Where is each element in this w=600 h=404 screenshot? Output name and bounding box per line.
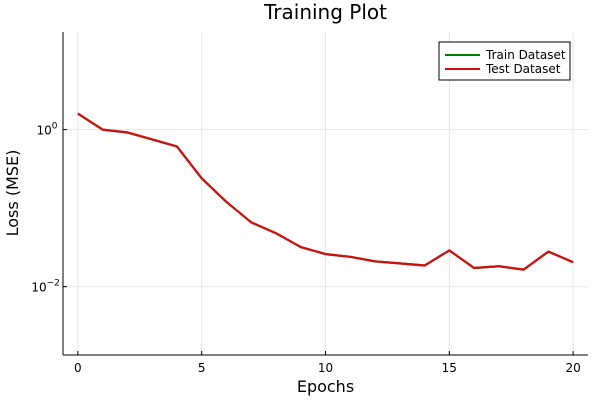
x-tick-label-0: 0: [74, 361, 82, 375]
y-tick-label-0: 10 0: [37, 122, 58, 138]
y-tick-exp-0: 0: [52, 122, 58, 132]
series-line-test-dataset: [77, 112, 574, 271]
legend-label-train: Train Dataset: [485, 48, 566, 62]
x-tick-label-4: 20: [566, 361, 581, 375]
x-tick-label-2: 10: [318, 361, 333, 375]
x-axis-label: Epochs: [297, 377, 354, 396]
legend-box: [438, 41, 571, 81]
y-tick-label-1: 10 −2: [31, 279, 60, 295]
legend: Train Dataset Test Dataset: [438, 41, 571, 81]
y-axis-label: Loss (MSE): [3, 150, 22, 237]
x-tick-label-1: 5: [198, 361, 206, 375]
axes: [62, 32, 588, 356]
grid-lines: [63, 32, 588, 355]
y-tick-base-0: 10: [37, 124, 52, 138]
legend-label-test: Test Dataset: [485, 62, 561, 76]
x-tick-label-3: 15: [442, 361, 457, 375]
series-lines: [77, 112, 574, 271]
y-tick-base-1: 10: [31, 281, 46, 295]
chart-title: Training Plot: [263, 0, 387, 24]
y-tick-exp-1: −2: [47, 279, 60, 289]
